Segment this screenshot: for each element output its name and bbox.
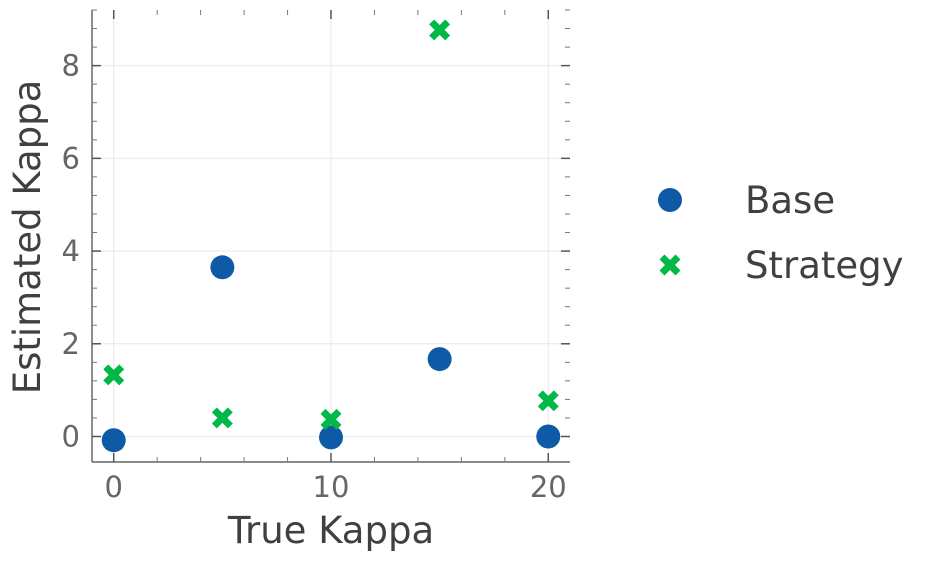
x-axis-title: True Kappa <box>227 509 434 552</box>
x-tick-label: 10 <box>313 470 350 504</box>
x-tick-label: 0 <box>105 470 123 504</box>
legend-base-marker <box>658 188 682 212</box>
y-tick-label: 4 <box>62 234 80 268</box>
legend: Base Strategy <box>658 179 904 287</box>
y-tick-label: 2 <box>62 327 80 361</box>
strategy-point <box>320 408 342 430</box>
tick-labels: 0 10 20 0 2 4 6 8 <box>62 49 567 504</box>
data-points <box>101 19 561 453</box>
y-tick-label: 8 <box>62 49 80 83</box>
base-point <box>319 425 343 450</box>
legend-strategy-marker <box>659 254 681 276</box>
strategy-point <box>211 407 233 429</box>
legend-base-label: Base <box>745 179 835 222</box>
strategy-point <box>103 364 125 386</box>
base-point <box>536 424 561 449</box>
base-point <box>210 255 235 280</box>
base-point <box>101 428 126 453</box>
strategy-point <box>429 19 451 41</box>
y-tick-label: 6 <box>62 141 80 175</box>
x-tick-label: 20 <box>530 470 567 504</box>
axis-ticks <box>92 9 570 462</box>
grid <box>92 10 570 462</box>
y-tick-label: 0 <box>62 420 80 454</box>
y-axis-title: Estimated Kappa <box>6 80 49 395</box>
strategy-point <box>537 390 559 412</box>
base-point <box>427 347 452 372</box>
legend-strategy-label: Strategy <box>745 244 904 287</box>
